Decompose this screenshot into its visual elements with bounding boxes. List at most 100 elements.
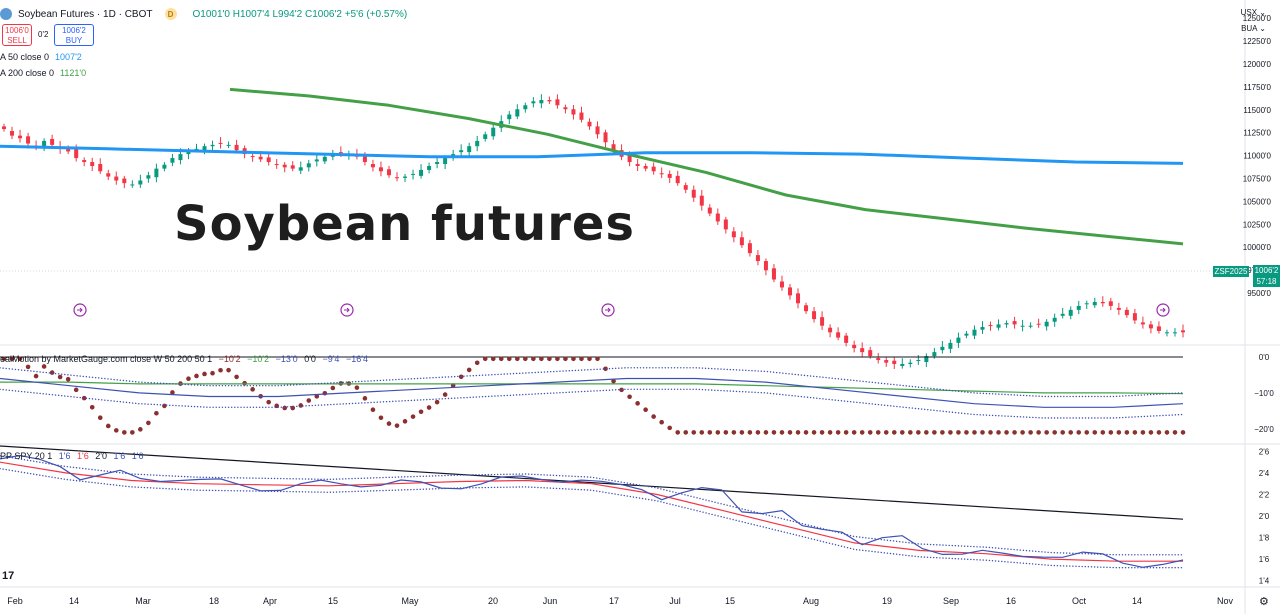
event-arrow-icon[interactable] xyxy=(340,303,354,317)
realmotion-dot xyxy=(1148,430,1154,435)
candle-body xyxy=(1060,313,1065,316)
d-badge: D xyxy=(164,8,177,20)
realmotion-dot xyxy=(819,430,825,435)
ppspy-red-line xyxy=(0,461,1183,562)
realmotion-dot xyxy=(1052,430,1057,435)
realmotion-dot xyxy=(194,373,199,379)
candle-body xyxy=(627,154,632,163)
ma200-legend[interactable]: A 200 close 0 1121'0 xyxy=(0,68,86,78)
realmotion-dot xyxy=(996,430,1001,435)
realmotion-dot xyxy=(138,427,143,432)
candle-body xyxy=(467,146,472,153)
realmotion-dot xyxy=(803,430,809,435)
candle-body xyxy=(98,164,103,172)
realmotion-dot xyxy=(755,430,761,435)
time-axis-label: Feb xyxy=(7,596,23,606)
candle-body xyxy=(988,325,993,327)
realmotion-dot xyxy=(474,360,480,366)
event-arrow-icon[interactable] xyxy=(1156,303,1170,317)
realmotion-dot xyxy=(515,356,520,362)
buy-button[interactable]: 1006'2 BUY xyxy=(54,24,94,46)
candle-body xyxy=(884,360,889,363)
candle-body xyxy=(226,144,231,146)
realmotion-dot xyxy=(242,380,247,386)
realmotion-dot xyxy=(378,415,384,421)
event-arrow-icon[interactable] xyxy=(73,303,87,317)
candle-body xyxy=(731,231,736,238)
realmotion-dot xyxy=(964,430,969,435)
candle-body xyxy=(956,337,961,343)
realmotion-dot xyxy=(282,405,288,411)
candle-body xyxy=(114,176,119,181)
ppspy-legend[interactable]: PP SPY 20 1 1'6 1'6 2'0 1'6 1'6 xyxy=(0,451,143,461)
ma50-legend[interactable]: A 50 close 0 1007'2 xyxy=(0,52,82,62)
symbol-title[interactable]: Soybean Futures · 1D · CBOT xyxy=(18,8,153,20)
unit-selector[interactable]: BUA ⌄ xyxy=(1241,24,1266,33)
candle-body xyxy=(611,144,616,151)
realmotion-dot xyxy=(932,430,937,435)
candle-body xyxy=(820,317,825,326)
event-arrow-icon[interactable] xyxy=(601,303,615,317)
realmotion-dot xyxy=(97,415,103,421)
candle-body xyxy=(1004,323,1009,325)
gear-icon[interactable]: ⚙ xyxy=(1259,596,1269,608)
candle-body xyxy=(18,135,23,139)
realmotion-dot xyxy=(498,356,504,362)
candle-body xyxy=(595,126,600,135)
realmotion-dot xyxy=(1076,430,1082,435)
realmotion-dot xyxy=(33,373,39,379)
ma200-legend-label: A 200 close 0 xyxy=(0,68,55,78)
candle-body xyxy=(771,268,776,280)
candle-body xyxy=(579,112,584,120)
ppspy-axis-tick: 2'2 xyxy=(1259,490,1270,499)
realmotion-legend[interactable]: ealMotion by MarketGauge.com close W 50 … xyxy=(0,354,368,364)
realmotion-dot xyxy=(386,421,392,426)
candle-body xyxy=(651,166,656,172)
time-axis-label: Apr xyxy=(263,596,277,606)
candle-body xyxy=(996,324,1001,328)
sell-label: SELL xyxy=(7,36,27,45)
candle-body xyxy=(459,150,464,153)
candle-body xyxy=(483,134,488,139)
realmotion-dot xyxy=(779,430,785,435)
candle-body xyxy=(908,362,913,364)
ppspy-name: PP SPY 20 1 xyxy=(0,451,53,461)
time-axis-label: Mar xyxy=(135,596,151,606)
candle-body xyxy=(186,151,191,155)
candle-body xyxy=(852,344,857,349)
realmotion-dot xyxy=(1140,430,1146,435)
candle-body xyxy=(763,261,768,271)
realmotion-dot xyxy=(154,410,159,416)
realmotion-dot xyxy=(105,423,111,429)
candle-body xyxy=(475,140,480,147)
time-axis-label: 19 xyxy=(882,596,892,606)
realmotion-dot xyxy=(73,387,79,393)
currency-selector[interactable]: USX ⌄ xyxy=(1240,8,1266,17)
realmotion-dot xyxy=(266,399,271,405)
candle-body xyxy=(563,107,568,110)
realmotion-dot xyxy=(362,396,368,401)
time-axis-label: Nov xyxy=(1217,596,1234,606)
candle-body xyxy=(1092,301,1097,306)
candle-body xyxy=(1108,301,1113,306)
realmotion-dot xyxy=(434,399,440,405)
realmotion-upper-band xyxy=(0,367,1184,398)
realmotion-dot xyxy=(627,394,632,400)
realmotion-dot xyxy=(250,387,255,392)
realmotion-dot xyxy=(234,374,239,380)
time-axis-label: Aug xyxy=(803,596,819,606)
realmotion-dot xyxy=(579,356,584,362)
candle-body xyxy=(2,126,6,130)
candle-body xyxy=(146,175,151,179)
price-axis-tick: 11250'0 xyxy=(1243,129,1271,138)
candle-body xyxy=(1116,307,1121,310)
candle-body xyxy=(282,164,287,168)
candle-body xyxy=(876,358,881,361)
realmotion-dot xyxy=(1172,430,1178,435)
realmotion-dot xyxy=(1028,430,1033,435)
realmotion-dot xyxy=(1108,430,1114,435)
realmotion-dot xyxy=(563,356,568,362)
realmotion-dot xyxy=(771,430,777,435)
sell-button[interactable]: 1006'0 SELL xyxy=(2,24,32,46)
